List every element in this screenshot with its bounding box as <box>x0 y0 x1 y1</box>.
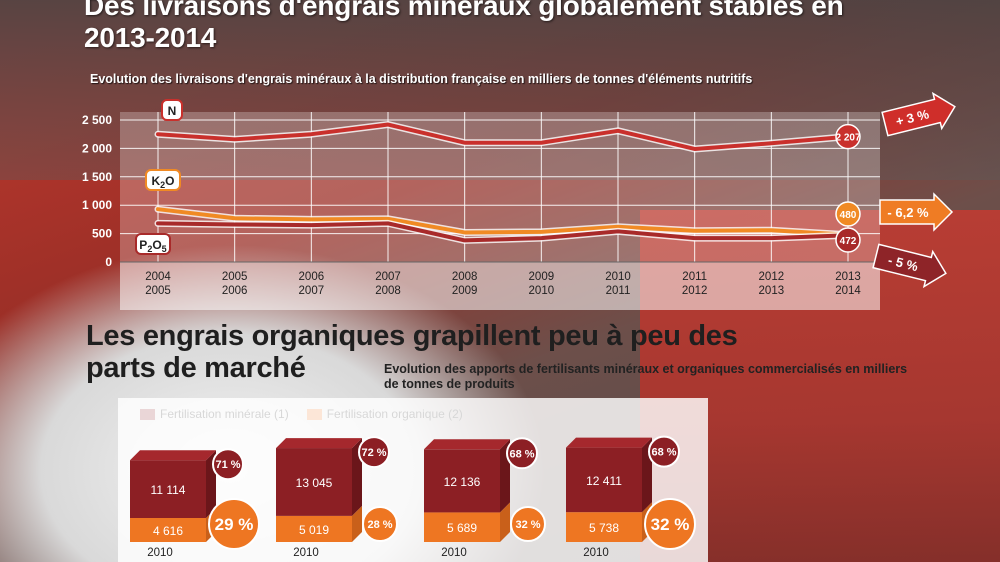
change-arrow-N: + 3 % <box>881 91 956 137</box>
change-label: - 6,2 % <box>887 205 929 220</box>
change-label: - 5 % <box>887 252 920 274</box>
end-value-marker-K2O <box>835 201 861 227</box>
legend-swatch-minerale <box>140 408 155 420</box>
series-line-N <box>156 122 850 151</box>
bar-legend: Fertilisation minérale (1) Fertilisation… <box>140 407 463 421</box>
x-tick-label: 2005 2006 <box>222 271 248 297</box>
series-line-K2O <box>156 207 850 237</box>
y-tick-label: 500 <box>92 227 112 241</box>
change-arrow-K2O: - 6,2 % <box>879 192 954 232</box>
x-tick-label: 2011 2012 <box>682 271 708 297</box>
change-arrow-shape <box>881 91 956 137</box>
series-label-N: N <box>161 99 183 121</box>
legend-item-organique: Fertilisation organique (2) <box>306 407 463 421</box>
series-label-box <box>161 99 183 121</box>
series-label-box <box>145 169 181 191</box>
change-arrow-shape <box>879 192 954 232</box>
x-tick-label: 2010 2011 <box>605 271 631 297</box>
end-value-label-P2O5: 472 <box>840 236 857 247</box>
end-value-label-K2O: 480 <box>840 210 857 221</box>
legend-swatch-organique <box>306 408 322 420</box>
x-tick-label: 2013 2014 <box>835 271 861 297</box>
chart-title: Des livraisons d'engrais minéraux global… <box>84 0 844 53</box>
series-label-text: P2O5 <box>139 238 166 254</box>
change-arrow-P2O5: - 5 % <box>872 243 947 289</box>
chart2-subtitle: Evolution des apports de fertilisants mi… <box>384 362 908 391</box>
chart2-title: Les engrais organiques grapillent peu à … <box>86 320 738 384</box>
end-value-marker-N <box>835 123 861 150</box>
x-tick-label: 2007 2008 <box>375 271 401 297</box>
legend-label-minerale: Fertilisation minérale (1) <box>160 407 289 421</box>
chart-subtitle: Evolution des livraisons d'engrais minér… <box>90 72 753 86</box>
end-value-label-N: 2 207 <box>835 133 860 144</box>
series-label-text: N <box>168 104 177 118</box>
x-tick-label: 2004 2005 <box>145 271 171 297</box>
y-tick-label: 1 500 <box>82 170 112 184</box>
end-value-marker-P2O5 <box>835 227 861 253</box>
legend-item-minerale: Fertilisation minérale (1) <box>140 407 289 421</box>
x-tick-label: 2008 2009 <box>452 271 478 297</box>
series-line-P2O5 <box>156 221 850 243</box>
y-tick-label: 0 <box>105 255 112 269</box>
y-tick-label: 2 000 <box>82 141 112 155</box>
line-chart: 0 500 1 000 1 500 2 000 2 500 2004 2005 2005 2006… <box>82 91 956 310</box>
x-tick-label: 2006 2007 <box>299 271 325 297</box>
series-label-K2O: K2O <box>145 169 181 191</box>
y-tick-label: 2 500 <box>82 113 112 127</box>
legend-label-organique: Fertilisation organique (2) <box>326 407 463 421</box>
x-tick-label: 2012 2013 <box>759 271 785 297</box>
y-tick-label: 1 000 <box>82 198 112 212</box>
x-tick-label: 2009 2010 <box>529 271 555 297</box>
series-label-box <box>135 233 171 255</box>
x-axis-band <box>120 262 880 310</box>
series-label-P2O5: P2O5 <box>135 233 171 255</box>
change-arrow-shape <box>872 243 947 289</box>
series-label-text: K2O <box>151 174 174 190</box>
